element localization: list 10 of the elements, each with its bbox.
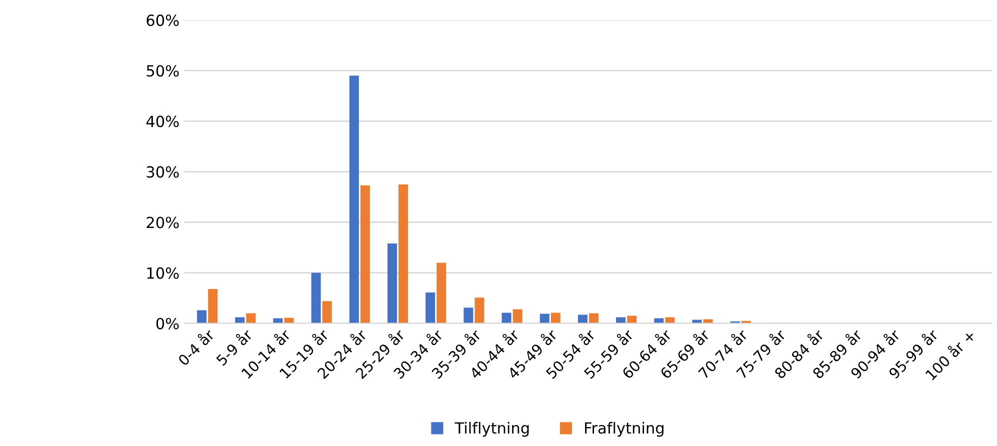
- y-tick-label: 0%: [156, 318, 179, 330]
- legend-label: Fraflytning: [585, 422, 664, 437]
- y-tick-label: 40%: [146, 116, 179, 128]
- y-tick-label: 20%: [146, 216, 179, 228]
- x-tick-label: 0-4 år: [177, 330, 216, 366]
- y-tick-label: 60%: [146, 14, 179, 26]
- y-tick-label: 30%: [146, 166, 179, 178]
- legend-label: Tilflytning: [454, 422, 529, 437]
- y-tick-label: 10%: [147, 267, 179, 279]
- y-tick-label: 50%: [146, 65, 179, 77]
